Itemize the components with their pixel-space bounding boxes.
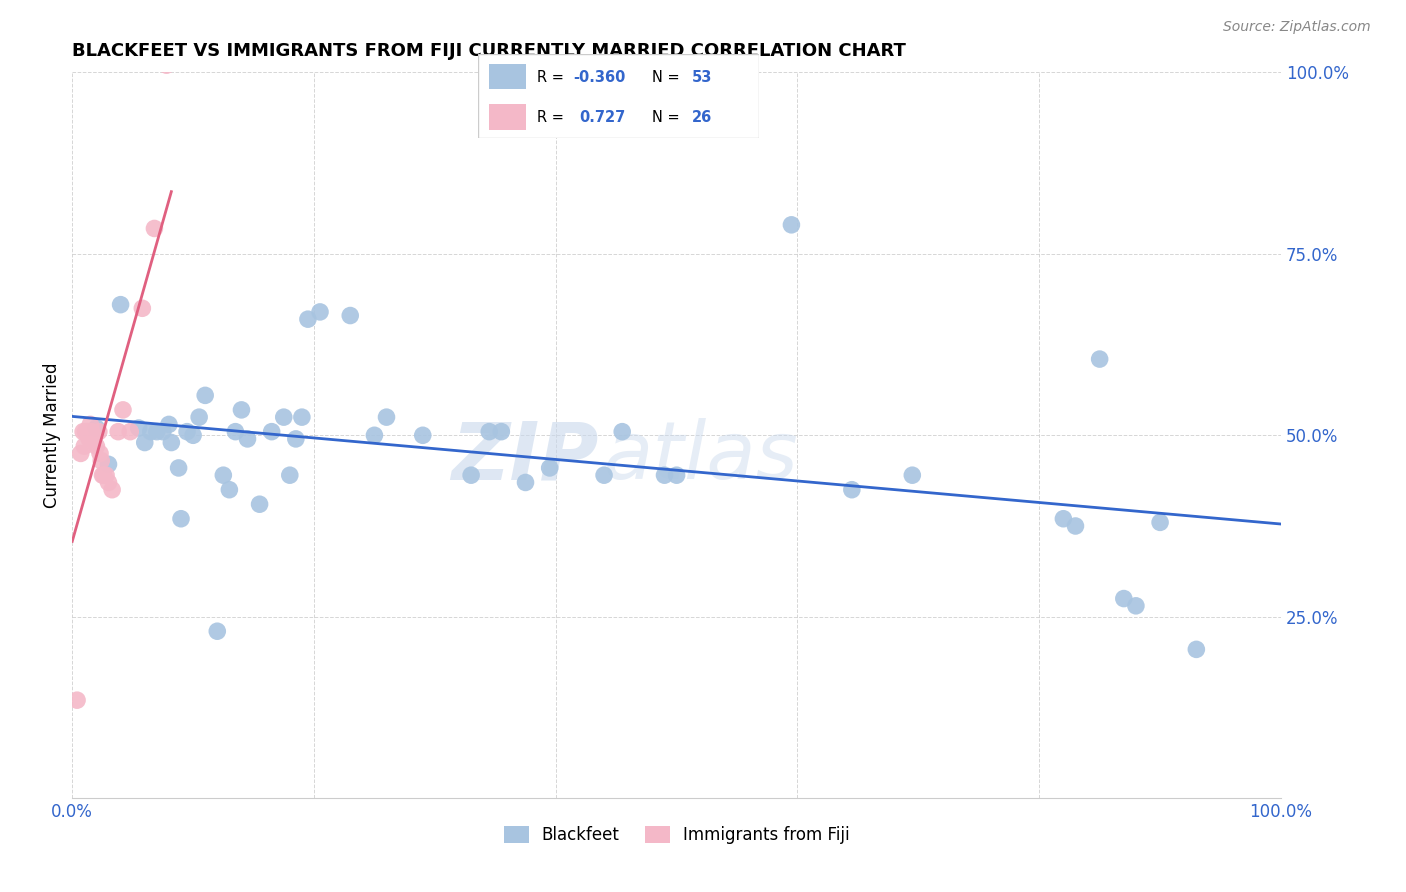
Point	[1125, 599, 1147, 613]
Text: BLACKFEET VS IMMIGRANTS FROM FIJI CURRENTLY MARRIED CORRELATION CHART: BLACKFEET VS IMMIGRANTS FROM FIJI CURREN…	[72, 42, 905, 60]
Point	[194, 388, 217, 402]
Point	[107, 425, 129, 439]
Point	[101, 483, 124, 497]
Point	[612, 425, 634, 439]
Point	[260, 425, 283, 439]
Text: R =: R =	[537, 110, 574, 125]
Point	[273, 410, 295, 425]
Point	[77, 432, 100, 446]
Point	[224, 425, 246, 439]
Point	[111, 403, 134, 417]
Point	[87, 425, 110, 439]
Point	[412, 428, 434, 442]
Point	[478, 425, 501, 439]
Point	[901, 468, 924, 483]
Point	[155, 58, 177, 72]
Point	[515, 475, 537, 490]
Point	[1149, 516, 1171, 530]
Point	[75, 425, 97, 439]
Point	[79, 417, 101, 432]
Point	[97, 475, 120, 490]
Point	[375, 410, 398, 425]
Text: R =: R =	[537, 70, 568, 85]
Point	[66, 693, 89, 707]
FancyBboxPatch shape	[489, 104, 526, 130]
Point	[236, 432, 259, 446]
Point	[460, 468, 482, 483]
Point	[297, 312, 319, 326]
Point	[212, 468, 235, 483]
Text: ZIP: ZIP	[451, 418, 598, 496]
Text: 0.727: 0.727	[579, 110, 626, 125]
Point	[110, 298, 132, 312]
Text: atlas: atlas	[605, 418, 799, 496]
Point	[665, 468, 688, 483]
Point	[77, 425, 100, 439]
Point	[1052, 512, 1074, 526]
Point	[73, 439, 96, 453]
Point	[167, 461, 190, 475]
Point	[160, 435, 183, 450]
Point	[80, 425, 103, 439]
Point	[89, 446, 111, 460]
Point	[72, 425, 94, 439]
Text: 53: 53	[692, 70, 711, 85]
Point	[218, 483, 240, 497]
Point	[91, 468, 114, 483]
Legend: Blackfeet, Immigrants from Fiji: Blackfeet, Immigrants from Fiji	[503, 826, 849, 844]
Point	[1088, 352, 1111, 367]
Point	[83, 432, 105, 446]
Point	[188, 410, 211, 425]
Y-axis label: Currently Married: Currently Married	[44, 362, 60, 508]
Point	[139, 425, 162, 439]
Point	[491, 425, 513, 439]
Text: 26: 26	[692, 110, 711, 125]
Point	[157, 417, 180, 432]
Point	[181, 428, 204, 442]
Point	[339, 309, 361, 323]
Text: -0.360: -0.360	[574, 70, 626, 85]
Point	[152, 425, 174, 439]
Point	[94, 468, 117, 483]
Point	[231, 403, 253, 417]
Point	[97, 458, 120, 472]
Point	[86, 439, 108, 453]
Point	[134, 435, 156, 450]
Point	[538, 461, 561, 475]
Point	[93, 468, 115, 483]
Point	[278, 468, 301, 483]
Point	[207, 624, 229, 639]
Point	[120, 425, 142, 439]
Point	[593, 468, 616, 483]
Point	[1112, 591, 1135, 606]
Point	[128, 421, 150, 435]
Text: N =: N =	[652, 70, 685, 85]
Point	[363, 428, 385, 442]
Point	[1064, 519, 1087, 533]
Point	[291, 410, 314, 425]
Point	[841, 483, 863, 497]
Point	[309, 305, 332, 319]
Point	[69, 446, 91, 460]
Point	[284, 432, 307, 446]
Point	[146, 425, 169, 439]
Point	[170, 512, 193, 526]
FancyBboxPatch shape	[489, 63, 526, 89]
Point	[780, 218, 803, 232]
Text: N =: N =	[652, 110, 685, 125]
Point	[86, 421, 108, 435]
Point	[131, 301, 153, 316]
Point	[76, 425, 98, 439]
FancyBboxPatch shape	[478, 54, 759, 138]
Point	[176, 425, 198, 439]
Point	[90, 453, 112, 467]
Point	[654, 468, 676, 483]
Point	[1185, 642, 1208, 657]
Text: Source: ZipAtlas.com: Source: ZipAtlas.com	[1223, 20, 1371, 34]
Point	[143, 221, 166, 235]
Point	[249, 497, 271, 511]
